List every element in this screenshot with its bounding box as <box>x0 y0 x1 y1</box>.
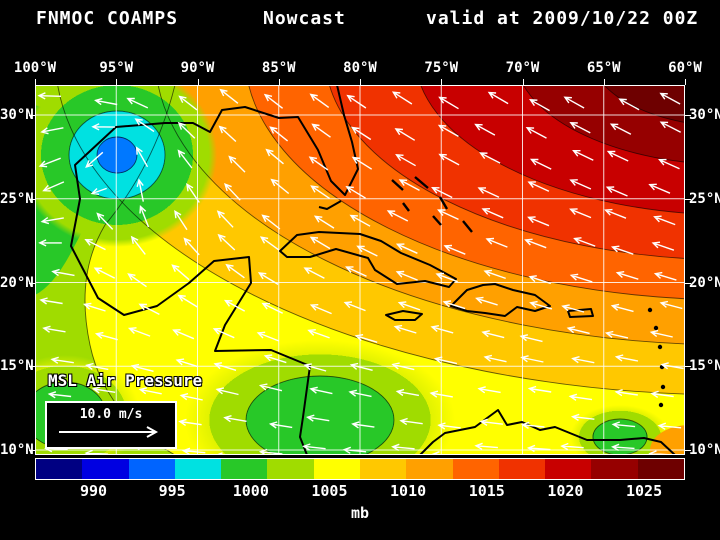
pressure-field-plot <box>35 85 685 455</box>
lon-tick <box>685 79 686 85</box>
colorbar-tick-label: 1015 <box>468 482 505 500</box>
lat-tick <box>685 282 691 284</box>
map-area: MSL Air Pressure 10.0 m/s <box>35 85 685 455</box>
lon-label: 75°W <box>424 60 459 76</box>
lat-tick <box>29 450 35 451</box>
coast-jamaica <box>385 310 423 321</box>
lat-label-right: 15°N <box>689 358 720 375</box>
coast-puerto-rico <box>567 308 594 318</box>
lon-tick <box>278 79 280 85</box>
lon-tick <box>35 79 36 85</box>
lon-tick <box>603 79 605 85</box>
product-name: FNMOC COAMPS <box>36 8 179 29</box>
colorbar-tick-label: 995 <box>158 482 186 500</box>
wind-vectors <box>37 88 684 455</box>
lon-tick <box>197 79 199 85</box>
coast-bahamas <box>391 176 473 233</box>
colorbar-tick-label: 1000 <box>232 482 269 500</box>
wind-scale-legend: 10.0 m/s <box>45 401 177 449</box>
lat-tick <box>685 450 691 451</box>
colorbar-cell <box>36 459 83 479</box>
colorbar-cell <box>406 459 453 479</box>
lat-label-right: 30°N <box>689 107 720 123</box>
wind-scale-label: 10.0 m/s <box>79 407 143 422</box>
colorbar-cell <box>591 459 638 479</box>
colorbar-cell <box>221 459 268 479</box>
colorbar-cell <box>128 459 175 479</box>
lat-tick <box>685 115 691 116</box>
lat-tick <box>685 198 691 200</box>
colorbar-tick-label: 1010 <box>390 482 427 500</box>
lon-tick <box>441 79 443 85</box>
lon-label: 65°W <box>586 60 621 76</box>
lon-label: 95°W <box>99 60 134 76</box>
lesser-antilles-islands <box>647 307 666 408</box>
lat-label-left: 10°N <box>0 442 34 458</box>
lat-label-left: 25°N <box>0 190 34 207</box>
lat-label-right: 25°N <box>689 190 720 207</box>
wind-scale-arrow-icon <box>59 426 159 438</box>
coast-cuba <box>279 231 457 288</box>
colorbar-tick-label: 990 <box>79 482 108 500</box>
colorbar-tick-label: 1005 <box>311 482 348 500</box>
colorbar-tick-label: 1020 <box>547 482 584 500</box>
colorbar-cell <box>359 459 407 479</box>
colorbar-cell <box>498 459 546 479</box>
lat-tick <box>685 366 691 368</box>
colorbar-cell <box>452 459 499 479</box>
colorbar-cell <box>267 459 314 479</box>
lon-tick <box>522 79 524 85</box>
colorbar-cell <box>313 459 360 479</box>
filled-pressure-contours <box>35 85 685 455</box>
lon-label: 70°W <box>505 60 540 76</box>
colorbar-cell <box>545 459 592 479</box>
colorbar-tick-label: 1025 <box>625 482 663 500</box>
lon-tick <box>116 79 118 85</box>
coast-hispaniola <box>450 283 551 317</box>
lat-label-right: 10°N <box>689 442 720 458</box>
colorbar-cell <box>174 459 222 479</box>
lat-label-left: 15°N <box>0 358 34 375</box>
coast-gulf-central-america <box>70 85 359 455</box>
lat-tick <box>29 198 35 200</box>
colorbar-unit: mb <box>350 504 370 522</box>
lon-label: 85°W <box>261 60 296 76</box>
lon-label: 90°W <box>180 60 215 76</box>
coast-florida-keys <box>318 200 342 210</box>
lat-label-left: 30°N <box>0 107 34 123</box>
lat-tick <box>29 115 35 116</box>
lat-label-left: 20°N <box>0 274 34 291</box>
lon-label: 100°W <box>13 60 57 76</box>
colorbar-cell <box>82 459 129 479</box>
product-mode: Nowcast <box>263 8 346 29</box>
field-label: MSL Air Pressure <box>48 371 203 390</box>
pressure-colorbar <box>35 458 685 480</box>
lat-tick <box>29 366 35 368</box>
lat-tick <box>29 282 35 284</box>
wind-vector-layer <box>37 88 684 455</box>
lon-label: 60°W <box>668 60 702 76</box>
lon-label: 80°W <box>343 60 377 76</box>
lat-label-right: 20°N <box>689 274 720 291</box>
valid-time: valid at 2009/10/22 00Z <box>426 8 699 29</box>
colorbar-cell <box>637 459 684 479</box>
lon-tick <box>360 79 361 85</box>
map-frame <box>35 85 685 455</box>
